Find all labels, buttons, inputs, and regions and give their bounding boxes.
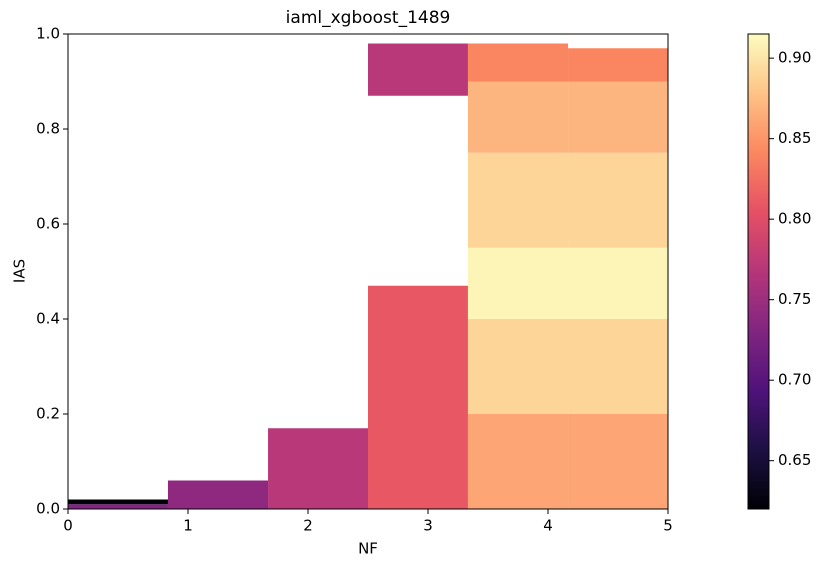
x-tick-label: 3 — [423, 517, 433, 535]
cell — [167, 480, 269, 509]
y-axis-label: IAS — [11, 259, 29, 283]
cell — [568, 247, 668, 319]
cell — [568, 414, 668, 509]
cell — [68, 504, 168, 509]
colorbar-tick-label: 0.80 — [778, 210, 811, 228]
x-tick-label: 1 — [183, 517, 193, 535]
plot-frame — [67, 33, 669, 510]
y-tick-label: 0.0 — [36, 500, 60, 518]
cell — [467, 152, 569, 248]
cell — [467, 43, 569, 82]
y-tick-label: 0.2 — [36, 405, 60, 423]
y-tick-label: 0.8 — [36, 120, 60, 138]
cell — [467, 319, 569, 414]
chart-title: iaml_xgboost_1489 — [286, 8, 451, 28]
cell — [568, 152, 668, 248]
colorbar-tick-label: 0.85 — [778, 129, 811, 147]
cell — [568, 319, 668, 414]
cell — [568, 48, 668, 82]
x-axis-label: NF — [358, 540, 378, 558]
cell — [368, 285, 468, 509]
cell — [368, 43, 468, 96]
colorbar — [747, 33, 770, 510]
cell — [568, 81, 668, 153]
colorbar-tick-label: 0.65 — [778, 451, 811, 469]
x-tick-label: 5 — [663, 517, 673, 535]
colorbar-tick-label: 0.90 — [778, 49, 811, 67]
colorbar-tick-label: 0.75 — [778, 290, 811, 308]
y-tick-label: 0.6 — [36, 215, 60, 233]
cell — [467, 247, 569, 319]
y-tick-label: 0.4 — [36, 310, 60, 328]
x-tick-label: 2 — [303, 517, 313, 535]
colorbar-tick-label: 0.70 — [778, 371, 811, 389]
cell — [467, 81, 569, 153]
y-tick-label: 1.0 — [36, 25, 60, 43]
x-tick-label: 0 — [63, 517, 73, 535]
cell — [68, 499, 168, 505]
cell — [268, 428, 368, 509]
x-tick-label: 4 — [543, 517, 553, 535]
cell — [467, 414, 569, 509]
